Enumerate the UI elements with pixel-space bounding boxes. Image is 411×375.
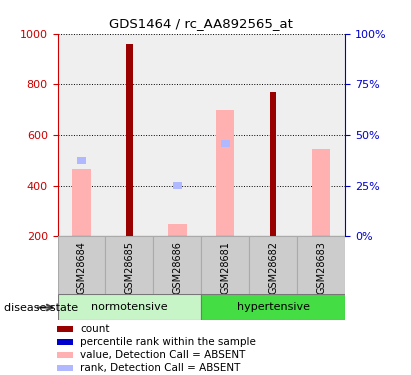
- Text: percentile rank within the sample: percentile rank within the sample: [80, 337, 256, 347]
- Bar: [270, 92, 277, 236]
- Bar: [72, 169, 90, 236]
- Bar: [173, 182, 182, 189]
- Bar: [216, 110, 234, 236]
- Text: disease state: disease state: [4, 303, 78, 313]
- Bar: [126, 44, 133, 236]
- Bar: [58, 294, 201, 320]
- Bar: [153, 236, 201, 294]
- Bar: [57, 339, 73, 345]
- Bar: [57, 365, 73, 371]
- Bar: [249, 236, 297, 294]
- Bar: [312, 149, 330, 236]
- Bar: [201, 236, 249, 294]
- Bar: [221, 140, 230, 147]
- Text: hypertensive: hypertensive: [237, 302, 310, 312]
- Bar: [57, 326, 73, 332]
- Text: GSM28681: GSM28681: [220, 241, 230, 294]
- Text: rank, Detection Call = ABSENT: rank, Detection Call = ABSENT: [80, 363, 240, 373]
- Text: GSM28685: GSM28685: [125, 241, 134, 294]
- Bar: [58, 236, 106, 294]
- Text: value, Detection Call = ABSENT: value, Detection Call = ABSENT: [80, 350, 246, 360]
- Bar: [297, 236, 345, 294]
- Text: GSM28684: GSM28684: [76, 241, 86, 294]
- Bar: [169, 224, 187, 236]
- Text: GSM28683: GSM28683: [316, 241, 326, 294]
- Text: GSM28686: GSM28686: [173, 241, 182, 294]
- Text: count: count: [80, 324, 110, 334]
- Title: GDS1464 / rc_AA892565_at: GDS1464 / rc_AA892565_at: [109, 17, 293, 30]
- Text: normotensive: normotensive: [91, 302, 168, 312]
- Bar: [57, 352, 73, 358]
- Bar: [201, 294, 345, 320]
- Text: GSM28682: GSM28682: [268, 241, 278, 294]
- Bar: [77, 157, 86, 164]
- Bar: [106, 236, 153, 294]
